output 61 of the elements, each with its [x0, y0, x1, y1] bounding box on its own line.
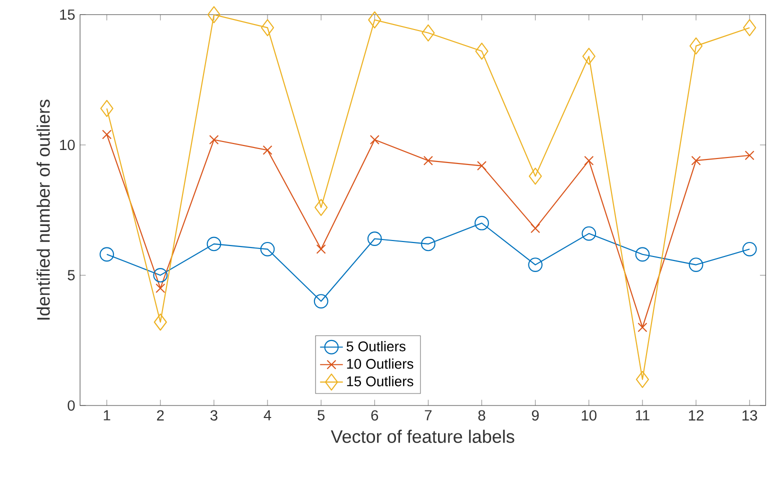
legend-label: 15 Outliers — [347, 376, 414, 386]
x-tick-label: 3 — [210, 410, 218, 421]
x-tick-label: 5 — [318, 410, 325, 421]
point — [314, 294, 328, 309]
y-axis-title: Identified number of outliers — [36, 100, 50, 320]
point — [102, 130, 112, 140]
point — [100, 247, 114, 262]
point — [156, 284, 166, 294]
x-tick-label: 11 — [636, 410, 650, 420]
x-tick-label: 4 — [264, 410, 272, 420]
point — [530, 224, 540, 234]
x-tick-label: 1 — [104, 410, 110, 420]
point — [691, 156, 701, 166]
y-tick-label: 10 — [60, 140, 75, 150]
x-tick-label: 10 — [582, 410, 596, 421]
point — [635, 247, 650, 262]
y-tick-label: 15 — [60, 10, 75, 20]
legend-label: 10 Outliers — [347, 358, 414, 369]
x-axis-title: Vector of feature labels — [330, 430, 514, 444]
point — [367, 232, 382, 246]
x-tick-label: 2 — [157, 410, 164, 421]
y-tick-label: 0 — [68, 400, 75, 411]
point — [260, 19, 274, 36]
point — [638, 322, 648, 332]
point — [370, 135, 380, 145]
point — [422, 24, 435, 42]
point — [423, 156, 433, 166]
point — [584, 156, 594, 166]
x-tick-label: 7 — [424, 410, 432, 420]
point — [476, 161, 487, 171]
y-tick-label: 5 — [68, 270, 75, 280]
x-tick-label: 9 — [532, 410, 539, 421]
point — [100, 100, 114, 118]
x-tick-label: 12 — [688, 410, 704, 421]
point — [689, 37, 703, 55]
point — [744, 150, 754, 160]
point — [153, 268, 168, 282]
point — [316, 244, 326, 254]
point — [528, 168, 542, 185]
point — [636, 370, 649, 388]
point — [260, 242, 275, 256]
point — [688, 258, 704, 272]
point — [262, 145, 272, 155]
point — [475, 42, 488, 60]
point — [582, 226, 596, 241]
x-tick-label: 6 — [371, 410, 378, 421]
point — [743, 19, 756, 36]
point — [206, 236, 222, 252]
point — [474, 216, 489, 230]
point — [154, 314, 167, 331]
point — [314, 199, 328, 216]
point — [582, 48, 596, 65]
point — [368, 11, 382, 28]
legend-label: 5 Outliers — [346, 341, 406, 352]
point — [742, 242, 757, 256]
point — [528, 258, 543, 272]
x-tick-label: 8 — [478, 410, 486, 421]
point — [207, 6, 220, 24]
point — [209, 135, 219, 145]
point — [421, 236, 436, 252]
x-tick-label: 13 — [742, 410, 758, 421]
